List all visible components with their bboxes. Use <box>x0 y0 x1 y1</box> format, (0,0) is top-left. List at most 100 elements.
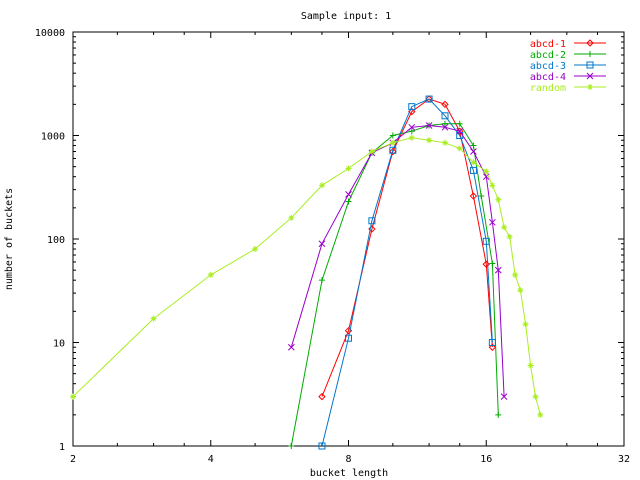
series-line-abcd-4 <box>290 124 505 397</box>
data-point <box>345 165 352 172</box>
data-point <box>368 217 376 225</box>
data-point <box>469 166 477 174</box>
data-point <box>488 339 496 346</box>
data-point <box>252 246 259 253</box>
data-point <box>288 443 295 449</box>
data-point <box>482 237 490 245</box>
series-line-abcd-2 <box>290 123 499 447</box>
y-tick-label: 10000 <box>35 28 65 39</box>
data-point <box>494 266 502 274</box>
series-layer <box>70 95 544 450</box>
y-tick-label: 10 <box>53 339 65 350</box>
data-point <box>318 182 325 189</box>
data-point <box>408 128 415 135</box>
legend-item-abcd-2: abcd-2 <box>530 50 606 61</box>
data-point <box>441 100 449 109</box>
data-point <box>70 393 76 400</box>
y-tick-label: 100 <box>47 235 65 246</box>
data-point <box>345 191 352 198</box>
x-tick-label: 2 <box>70 454 76 465</box>
data-point <box>456 120 463 127</box>
legend-label: abcd-4 <box>530 72 566 83</box>
legend-item-abcd-3: abcd-3 <box>530 61 606 72</box>
data-point <box>345 198 352 205</box>
series-random <box>70 134 544 418</box>
data-point <box>408 103 416 111</box>
data-point <box>586 39 594 47</box>
data-point <box>389 146 397 154</box>
data-point <box>532 393 539 400</box>
data-point <box>586 61 594 69</box>
data-point <box>426 137 433 144</box>
data-point <box>587 51 593 57</box>
data-point <box>500 393 508 400</box>
data-point <box>408 123 416 131</box>
data-point <box>489 260 496 267</box>
data-point <box>441 139 448 146</box>
data-point <box>345 334 352 342</box>
data-point <box>527 362 534 369</box>
data-point <box>495 411 502 418</box>
data-point <box>456 127 464 135</box>
legend-label: abcd-1 <box>530 39 566 50</box>
data-point <box>489 218 496 226</box>
data-point <box>318 240 326 248</box>
data-point <box>482 260 490 268</box>
data-point <box>368 225 376 233</box>
data-point <box>537 411 544 418</box>
data-point <box>501 224 508 231</box>
data-point <box>318 277 325 284</box>
data-point <box>469 192 478 200</box>
data-point <box>441 120 448 127</box>
legend-item-abcd-1: abcd-1 <box>530 39 606 50</box>
x-axis-label: bucket length <box>310 468 388 479</box>
data-point <box>368 148 375 155</box>
legend-item-abcd-4: abcd-4 <box>530 72 606 83</box>
data-point <box>587 84 593 90</box>
x-tick-label: 16 <box>480 454 492 465</box>
x-tick-label: 32 <box>618 454 630 465</box>
x-tick-label: 8 <box>345 454 351 465</box>
data-point <box>478 193 485 200</box>
data-point <box>150 315 157 322</box>
legend-label: random <box>530 83 566 94</box>
data-point <box>389 139 396 146</box>
data-point <box>489 182 496 189</box>
series-abcd-4 <box>287 122 508 400</box>
chart-title: Sample input: 1 <box>301 11 391 22</box>
data-point <box>207 271 214 278</box>
data-point <box>488 343 497 351</box>
plot-area-frame <box>72 31 625 447</box>
data-point <box>517 287 524 294</box>
data-point <box>287 343 295 351</box>
data-point <box>506 233 513 240</box>
data-point <box>288 214 295 221</box>
data-point <box>318 442 326 450</box>
axis-ticks: 2 4 8 16 32 1 10 100 1000 10000 <box>35 28 630 465</box>
data-point <box>425 95 433 103</box>
legend-label: abcd-3 <box>530 61 566 72</box>
data-point <box>441 112 449 120</box>
data-point <box>495 196 502 203</box>
x-tick-label: 4 <box>208 454 214 465</box>
data-point <box>318 392 326 401</box>
y-tick-label: 1 <box>59 442 65 453</box>
data-point <box>522 321 529 328</box>
series-abcd-1 <box>318 95 497 401</box>
data-point <box>441 123 449 131</box>
legend-label: abcd-2 <box>530 50 566 61</box>
data-point <box>470 142 477 149</box>
series-line-abcd-3 <box>321 98 493 447</box>
series-abcd-2 <box>288 120 502 449</box>
data-point <box>586 72 594 80</box>
data-point <box>425 122 433 129</box>
data-point <box>408 134 415 141</box>
data-point <box>470 159 477 166</box>
series-line-abcd-1 <box>321 98 493 397</box>
data-point <box>483 168 490 175</box>
data-point <box>512 271 519 278</box>
y-tick-label: 1000 <box>41 132 65 143</box>
data-point <box>470 148 477 155</box>
